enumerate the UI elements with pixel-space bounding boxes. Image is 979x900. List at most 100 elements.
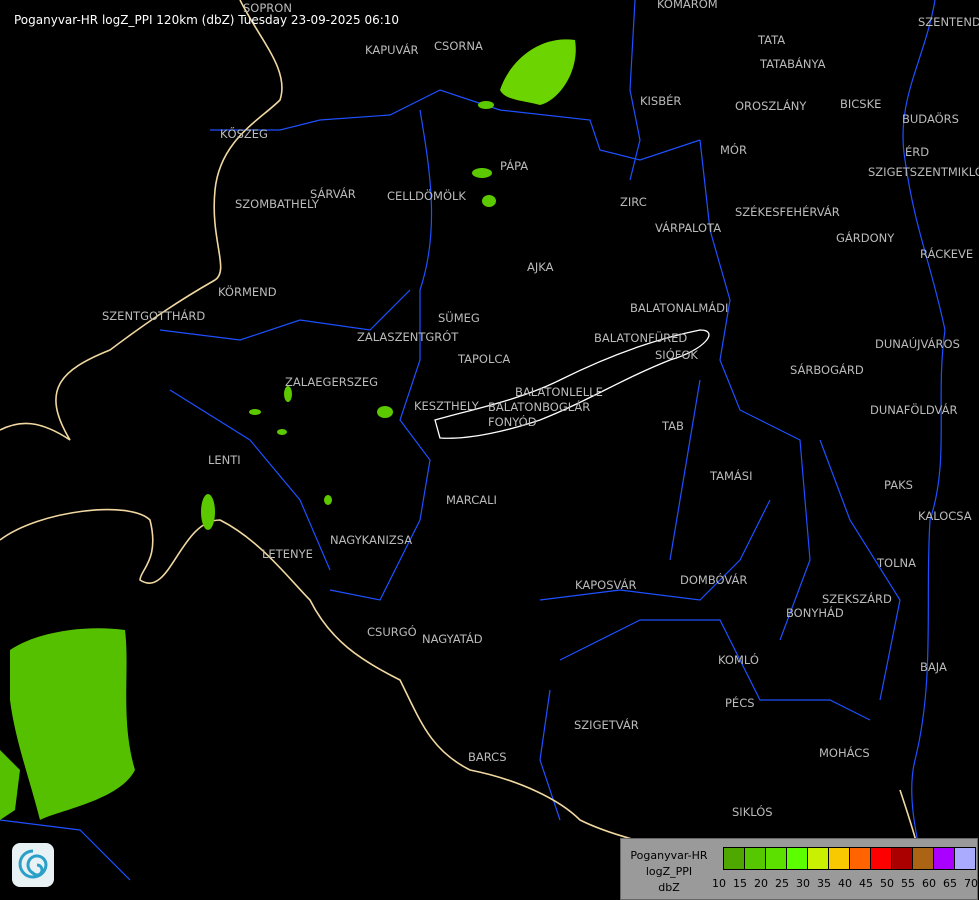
- city-label: BUDAÖRS: [902, 112, 959, 126]
- legend-swatch: [745, 848, 766, 869]
- radar-echoes: [0, 39, 576, 820]
- city-label: ÉRD: [905, 145, 930, 159]
- city-label: VÁRPALOTA: [655, 221, 722, 235]
- city-label: ZALASZENTGRÓT: [357, 330, 459, 344]
- legend-tick-label: 40: [838, 877, 852, 890]
- legend-swatch: [724, 848, 745, 869]
- legend-tick-label: 35: [817, 877, 831, 890]
- legend-labels: Poganyvar-HR logZ_PPI dbZ: [625, 848, 713, 896]
- city-label: TATABÁNYA: [760, 57, 826, 71]
- city-label: GÁRDONY: [836, 231, 895, 245]
- city-label: SZIGETSZENTMIKLÓS: [868, 165, 979, 179]
- legend-swatch: [850, 848, 871, 869]
- city-label: PÉCS: [725, 696, 755, 710]
- city-label: TAPOLCA: [458, 352, 511, 366]
- city-label: KOMÁROM: [657, 0, 718, 11]
- legend-tick-label: 45: [859, 877, 873, 890]
- city-label: SZOMBATHELY: [235, 197, 319, 211]
- city-label: SZÉKESFEHÉRVÁR: [735, 205, 840, 219]
- city-label: KŐSZEG: [220, 127, 268, 141]
- city-label: SÁRVÁR: [310, 187, 356, 201]
- city-label: KESZTHELY: [414, 399, 479, 413]
- city-label: BONYHÁD: [786, 606, 844, 620]
- city-label: ZALAEGERSZEG: [285, 375, 379, 389]
- legend-color-bar: [723, 847, 976, 870]
- city-label: BALATONLELLE: [515, 385, 603, 399]
- radar-title: Poganyvar-HR logZ_PPI 120km (dbZ) Tuesda…: [14, 13, 400, 27]
- city-label: TAMÁSI: [710, 469, 753, 483]
- city-label: MARCALI: [446, 493, 497, 507]
- legend-tick-label: 20: [754, 877, 768, 890]
- city-label: KOMLÓ: [718, 653, 759, 667]
- legend-swatch: [955, 848, 975, 869]
- city-label: TOLNA: [877, 556, 916, 570]
- city-label: BALATONFÜRED: [594, 331, 688, 345]
- city-label: SÁRBOGÁRD: [790, 363, 864, 377]
- city-label: DUNAÚJVÁROS: [875, 337, 960, 351]
- legend-tick-label: 10: [712, 877, 726, 890]
- city-label: PÁPA: [500, 159, 529, 173]
- color-legend: Poganyvar-HR logZ_PPI dbZ 10 15 20 25 30 35 40…: [620, 838, 978, 900]
- city-label: KAPOSVÁR: [575, 578, 637, 592]
- city-label: SIKLÓS: [732, 805, 773, 819]
- legend-station: Poganyvar-HR: [630, 849, 708, 862]
- city-label: SZENTENDRE: [918, 15, 979, 29]
- city-label: CELLDÖMÖLK: [387, 189, 466, 203]
- legend-product: logZ_PPI: [645, 865, 693, 878]
- lake-balaton-outline: [434, 329, 710, 439]
- city-label: CSORNA: [434, 39, 483, 53]
- city-label: AJKA: [527, 260, 554, 274]
- city-label: TAB: [662, 419, 684, 433]
- city-label: SZEKSZÁRD: [822, 592, 892, 606]
- legend-swatch: [808, 848, 829, 869]
- city-label: BARCS: [468, 750, 507, 764]
- city-label: KAPUVÁR: [365, 43, 419, 57]
- legend-tick-label: 65: [943, 877, 957, 890]
- legend-swatch: [913, 848, 934, 869]
- legend-tick-label: 55: [901, 877, 915, 890]
- legend-swatch: [766, 848, 787, 869]
- legend-tick-label: 30: [796, 877, 810, 890]
- city-label: FONYÓD: [488, 415, 537, 429]
- legend-unit: dbZ: [658, 881, 680, 894]
- city-label: KÖRMEND: [218, 285, 277, 299]
- city-label: SZENTGOTTHÁRD: [102, 309, 206, 323]
- legend-tick-label: 70: [964, 877, 978, 890]
- city-label: DOMBÓVÁR: [680, 573, 748, 587]
- city-label: SZIGETVÁR: [574, 718, 639, 732]
- city-label: OROSZLÁNY: [735, 99, 807, 113]
- city-label: TATA: [758, 33, 786, 47]
- city-label: BALATONBOGLÁR: [488, 400, 591, 414]
- city-label: KALOCSA: [918, 509, 972, 523]
- country-border: [0, 0, 931, 900]
- legend-swatch: [892, 848, 913, 869]
- city-label: BICSKE: [840, 97, 882, 111]
- city-label: MOHÁCS: [819, 746, 870, 760]
- swirl-icon: [18, 849, 48, 879]
- city-label: KISBÉR: [640, 94, 682, 108]
- legend-swatch: [871, 848, 892, 869]
- weather-service-logo: [12, 843, 54, 887]
- legend-tick-label: 60: [922, 877, 936, 890]
- city-label: ZIRC: [620, 195, 647, 209]
- city-label: CSURGÓ: [367, 625, 417, 639]
- city-label: SIÓFOK: [655, 348, 698, 362]
- city-label: SÜMEG: [438, 311, 480, 325]
- city-label: LETENYE: [262, 547, 313, 561]
- legend-swatch: [934, 848, 955, 869]
- legend-tick-label: 15: [733, 877, 747, 890]
- city-label: SOPRON: [243, 1, 292, 15]
- legend-swatch: [787, 848, 808, 869]
- legend-ticks: 10 15 20 25 30 35 40 45 50 55 60 65 70: [709, 877, 979, 897]
- city-label: MÓR: [720, 143, 747, 157]
- city-label: PAKS: [884, 478, 913, 492]
- city-label: NAGYATÁD: [422, 632, 483, 646]
- legend-tick-label: 25: [775, 877, 789, 890]
- city-label: DUNAFÖLDVÁR: [870, 403, 958, 417]
- city-label: RÁCKEVE: [920, 247, 974, 261]
- city-label: BALATONALMÁDI: [630, 301, 729, 315]
- city-label: LENTI: [208, 453, 241, 467]
- legend-swatch: [829, 848, 850, 869]
